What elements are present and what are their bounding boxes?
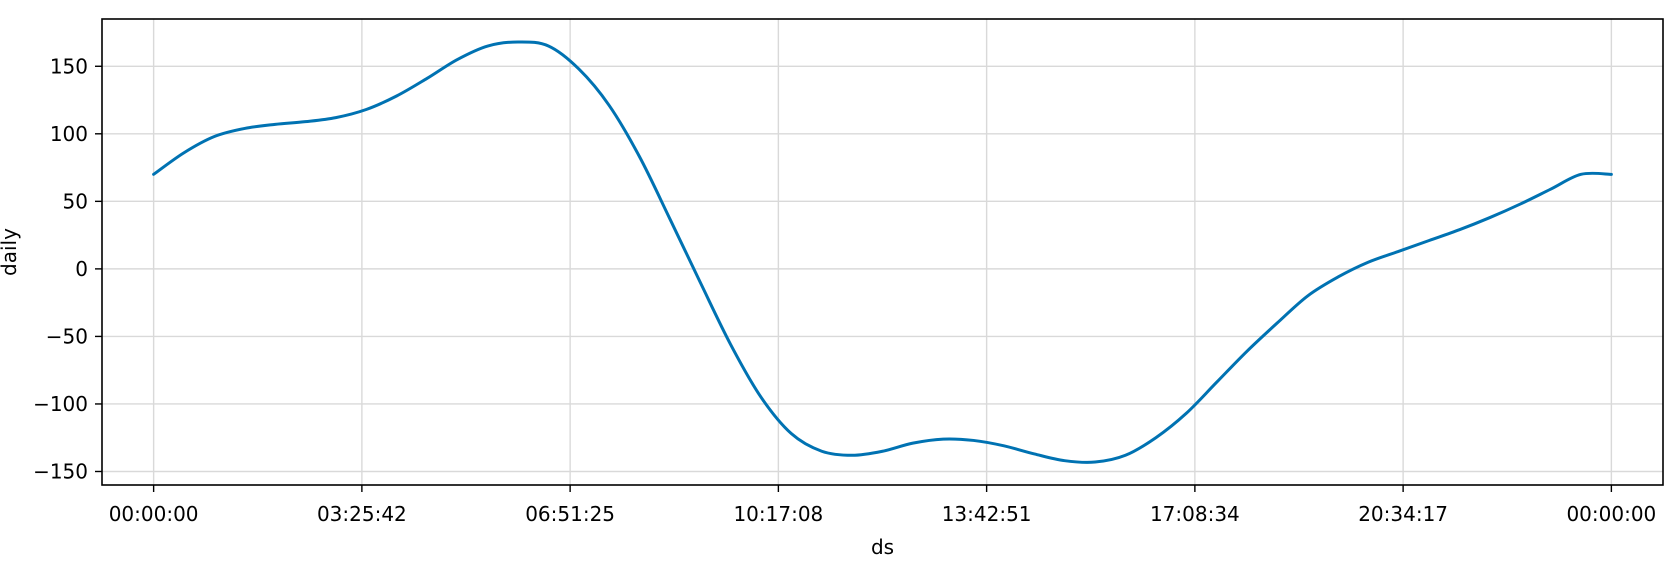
y-tick-label: 150: [50, 54, 88, 78]
y-tick-label: 0: [75, 257, 88, 281]
y-tick-label: −50: [46, 324, 88, 348]
y-tick-label: 50: [63, 189, 88, 213]
x-tick-label: 03:25:42: [317, 502, 407, 526]
y-tick-label: −150: [33, 459, 88, 483]
grid-layer: [102, 19, 1663, 485]
tick-layer: [95, 65, 1613, 492]
x-tick-label: 10:17:08: [733, 502, 823, 526]
y-axis-title: daily: [0, 228, 21, 276]
series-line-daily: [152, 40, 1613, 464]
series-layer: [152, 40, 1613, 464]
y-tick-label: 100: [50, 122, 88, 146]
x-axis-title: ds: [871, 535, 894, 559]
y-tick-labels: 150 100 50 0 −50 −100 −150: [33, 54, 88, 483]
x-tick-labels: 00:00:00 03:25:42 06:51:25 10:17:08 13:42:51…: [109, 502, 1657, 526]
x-tick-label: 06:51:25: [525, 502, 615, 526]
x-tick-label: 20:34:17: [1358, 502, 1448, 526]
x-tick-label: 17:08:34: [1150, 502, 1240, 526]
x-tick-label: 00:00:00: [1566, 502, 1656, 526]
x-tick-label: 00:00:00: [109, 502, 199, 526]
x-tick-label: 13:42:51: [942, 502, 1032, 526]
y-tick-label: −100: [33, 392, 88, 416]
plot-frame: [101, 18, 1664, 486]
